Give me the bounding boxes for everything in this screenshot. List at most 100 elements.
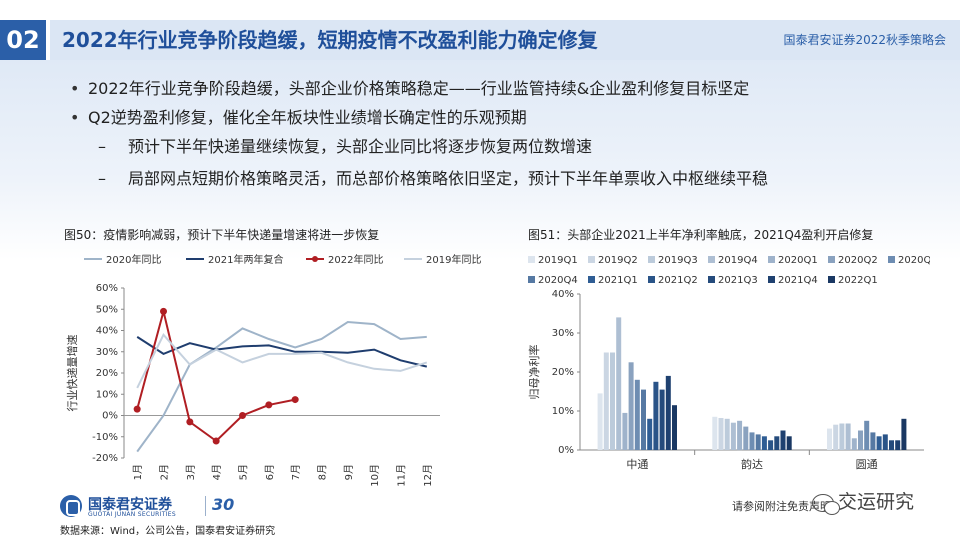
data-point [186, 418, 194, 426]
bar [761, 436, 767, 450]
legend-label: 2021年两年复合 [208, 253, 283, 266]
bar [827, 428, 832, 450]
y-tick-label: 60% [96, 283, 118, 294]
legend-label: 2022年同比 [328, 253, 383, 266]
series-line [136, 320, 427, 453]
bar [672, 405, 677, 450]
legend-swatch [528, 256, 535, 263]
y-tick-label: 40% [552, 289, 574, 300]
y-tick-label: 20% [552, 367, 574, 378]
legend-swatch [828, 276, 835, 283]
x-tick-label: 6月 [264, 464, 276, 480]
sub-bullet-1: – 预计下半年快递量继续恢复，头部企业同比将逐步恢复两位数增速 [70, 134, 950, 160]
x-tick-label: 2月 [159, 464, 171, 480]
legend-swatch [828, 256, 835, 263]
data-point [239, 412, 246, 419]
y-axis-label: 归母净利率 [527, 345, 541, 400]
bar [864, 420, 870, 451]
bar-chart: 2019Q1 2019Q2 2019Q3 2019Q4 2020Q1 2020Q2 2020… [527, 255, 930, 471]
bar [780, 430, 786, 450]
legend-swatch [708, 256, 715, 263]
bullet-2: Q2逆势盈利修复，催化全年板块性业绩增长确定性的乐观预期 [70, 105, 950, 131]
bar [653, 381, 659, 451]
series-line [136, 311, 296, 443]
legend-swatch [528, 276, 535, 283]
x-tick-label: 11月 [396, 464, 408, 487]
bar [901, 418, 907, 450]
x-tick-label: 7月 [290, 464, 302, 480]
legend-label: 2019Q3 [658, 255, 698, 266]
x-tick-label: 1月 [132, 464, 144, 480]
data-point [291, 396, 299, 404]
y-tick-label: -20% [92, 453, 118, 464]
bar [603, 352, 609, 450]
x-tick-label: 4月 [211, 464, 223, 480]
legend-label: 2021Q2 [658, 275, 698, 286]
bar [724, 418, 730, 450]
bar [833, 424, 839, 450]
logo-en: GUOTAI JUNAN SECURITIES [88, 511, 176, 518]
legend-swatch [648, 276, 655, 283]
data-point [212, 437, 220, 445]
bar [712, 416, 718, 450]
legend-swatch [648, 256, 655, 263]
bar [774, 436, 780, 450]
x-tick-label: 9月 [343, 464, 355, 480]
bar [628, 362, 634, 451]
bar [616, 317, 622, 450]
y-tick-label: 50% [96, 304, 118, 315]
legend-label: 2019Q1 [538, 255, 578, 266]
legend-label: 2019Q2 [598, 255, 638, 266]
bar [895, 440, 901, 451]
legend-swatch [708, 276, 715, 283]
legend-label: 2021Q1 [598, 275, 638, 286]
bar [870, 432, 876, 450]
dash: – [98, 169, 106, 188]
legend-label: 2020Q4 [538, 275, 578, 286]
legend-label: 2019年同比 [426, 253, 481, 266]
page-title: 2022年行业竞争阶段趋缓，短期疫情不改盈利能力确定修复 [62, 28, 598, 52]
bar [839, 423, 845, 450]
bar [755, 434, 761, 450]
y-tick-label: 30% [552, 328, 574, 339]
legend-label: 2019Q4 [718, 255, 758, 266]
x-tick-label: 10月 [369, 464, 381, 487]
data-point [133, 405, 141, 413]
y-tick-label: 10% [552, 406, 574, 417]
bar [858, 430, 863, 450]
disclaimer: 请参阅附注免责声明 [732, 500, 831, 513]
legend-label: 2020Q3 [898, 255, 930, 266]
conference-name: 国泰君安证券2022秋季策略会 [783, 33, 946, 47]
sub-bullet-2-text: 局部网点短期价格策略灵活，而总部价格策略依旧坚定，预计下半年单票收入中枢继续平稳 [128, 169, 769, 188]
logo-divider [205, 496, 206, 516]
legend-label: 2021Q4 [778, 275, 818, 286]
category-label: 圆通 [856, 458, 878, 471]
y-tick-label: 40% [96, 326, 118, 337]
bar [718, 418, 724, 450]
logo-cn: 国泰君安证券 [88, 497, 172, 513]
sub-bullet-2: – 局部网点短期价格策略灵活，而总部价格策略依旧坚定，预计下半年单票收入中枢继续平… [70, 166, 950, 192]
legend-label: 2020Q1 [778, 255, 818, 266]
bar [876, 436, 882, 450]
bar [665, 375, 671, 450]
series-line [136, 336, 428, 368]
y-tick-label: -10% [92, 432, 118, 443]
legend-label: 2020年同比 [106, 253, 161, 266]
x-tick-label: 8月 [317, 464, 329, 480]
legend-label: 2021Q3 [718, 275, 758, 286]
figure-51-title: 图51：头部企业2021上半年净利率触底，2021Q4盈利开启修复 [528, 228, 874, 242]
bar [768, 440, 774, 451]
legend-label: 2022Q1 [838, 275, 878, 286]
legend-swatch [588, 276, 595, 283]
legend-swatch [888, 256, 895, 263]
bar [737, 420, 743, 451]
page-number: 02 [0, 20, 46, 60]
bullet-1: 2022年行业竞争阶段趋缓，头部企业价格策略稳定——行业监管持续&企业盈利修复目… [70, 76, 950, 102]
category-label: 韵达 [741, 457, 763, 471]
y-tick-label: 10% [96, 389, 118, 400]
series-line [136, 333, 428, 389]
bullet-list: 2022年行业竞争阶段趋缓，头部企业价格策略稳定——行业监管持续&企业盈利修复目… [70, 76, 950, 198]
bar [634, 379, 640, 450]
bar [743, 426, 749, 450]
bar [610, 352, 615, 450]
